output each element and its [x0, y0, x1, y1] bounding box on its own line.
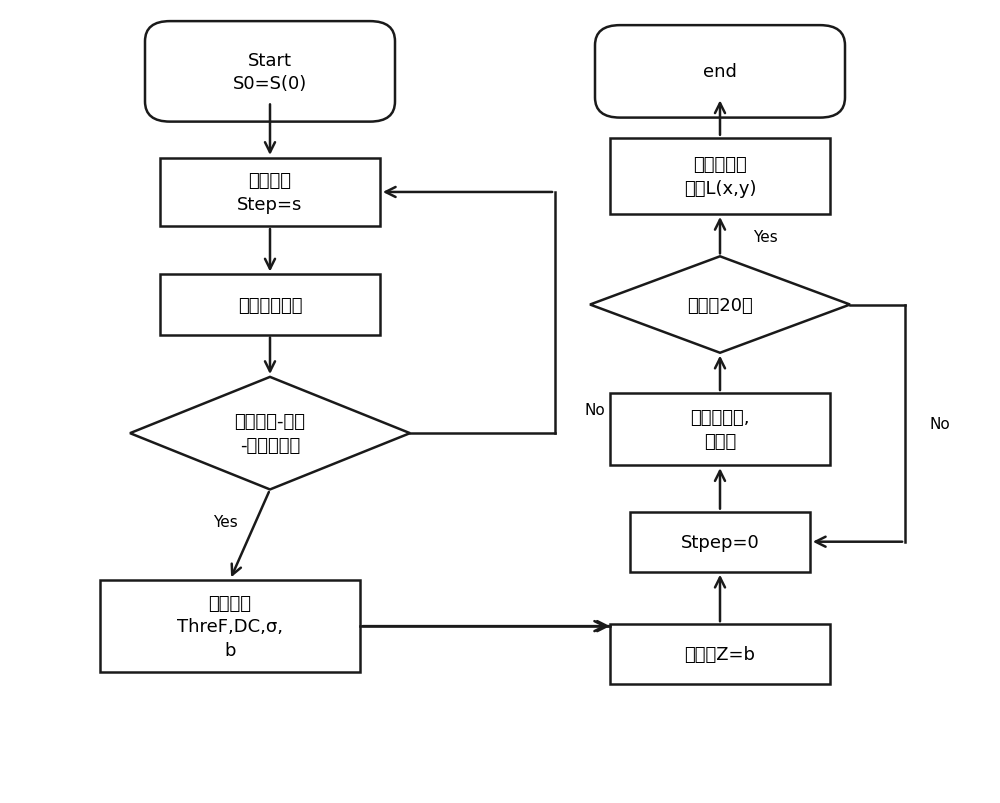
Bar — [160, 275, 380, 336]
FancyBboxPatch shape — [595, 26, 845, 118]
Bar — [610, 138, 830, 214]
Text: 完成离焦-聚焦
-离焦的过程: 完成离焦-聚焦 -离焦的过程 — [234, 413, 306, 454]
Text: 对标定板采图: 对标定板采图 — [238, 296, 302, 314]
Text: Yes: Yes — [213, 515, 237, 529]
Text: 设置步长
Step=s: 设置步长 Step=s — [237, 172, 303, 214]
Text: Yes: Yes — [753, 230, 777, 244]
Text: 返回至Z=b: 返回至Z=b — [684, 646, 756, 663]
Polygon shape — [590, 257, 850, 353]
Polygon shape — [130, 377, 410, 490]
Text: 标定得到
ThreF,DC,σ,
b: 标定得到 ThreF,DC,σ, b — [177, 593, 283, 659]
Text: 平均归一化
得到L(x,y): 平均归一化 得到L(x,y) — [684, 156, 756, 198]
Text: Stpep=0: Stpep=0 — [681, 533, 759, 551]
Text: 移动标定板,
并采图: 移动标定板, 并采图 — [690, 409, 750, 450]
Bar — [610, 625, 830, 684]
Bar — [610, 393, 830, 466]
Bar — [100, 580, 360, 673]
Text: 采图满20张: 采图满20张 — [687, 296, 753, 314]
Text: No: No — [585, 402, 605, 417]
FancyBboxPatch shape — [145, 22, 395, 123]
Text: No: No — [930, 416, 950, 431]
Text: Start
S0=S(0): Start S0=S(0) — [233, 51, 307, 93]
Bar — [160, 159, 380, 226]
Text: end: end — [703, 63, 737, 81]
Bar — [630, 512, 810, 572]
